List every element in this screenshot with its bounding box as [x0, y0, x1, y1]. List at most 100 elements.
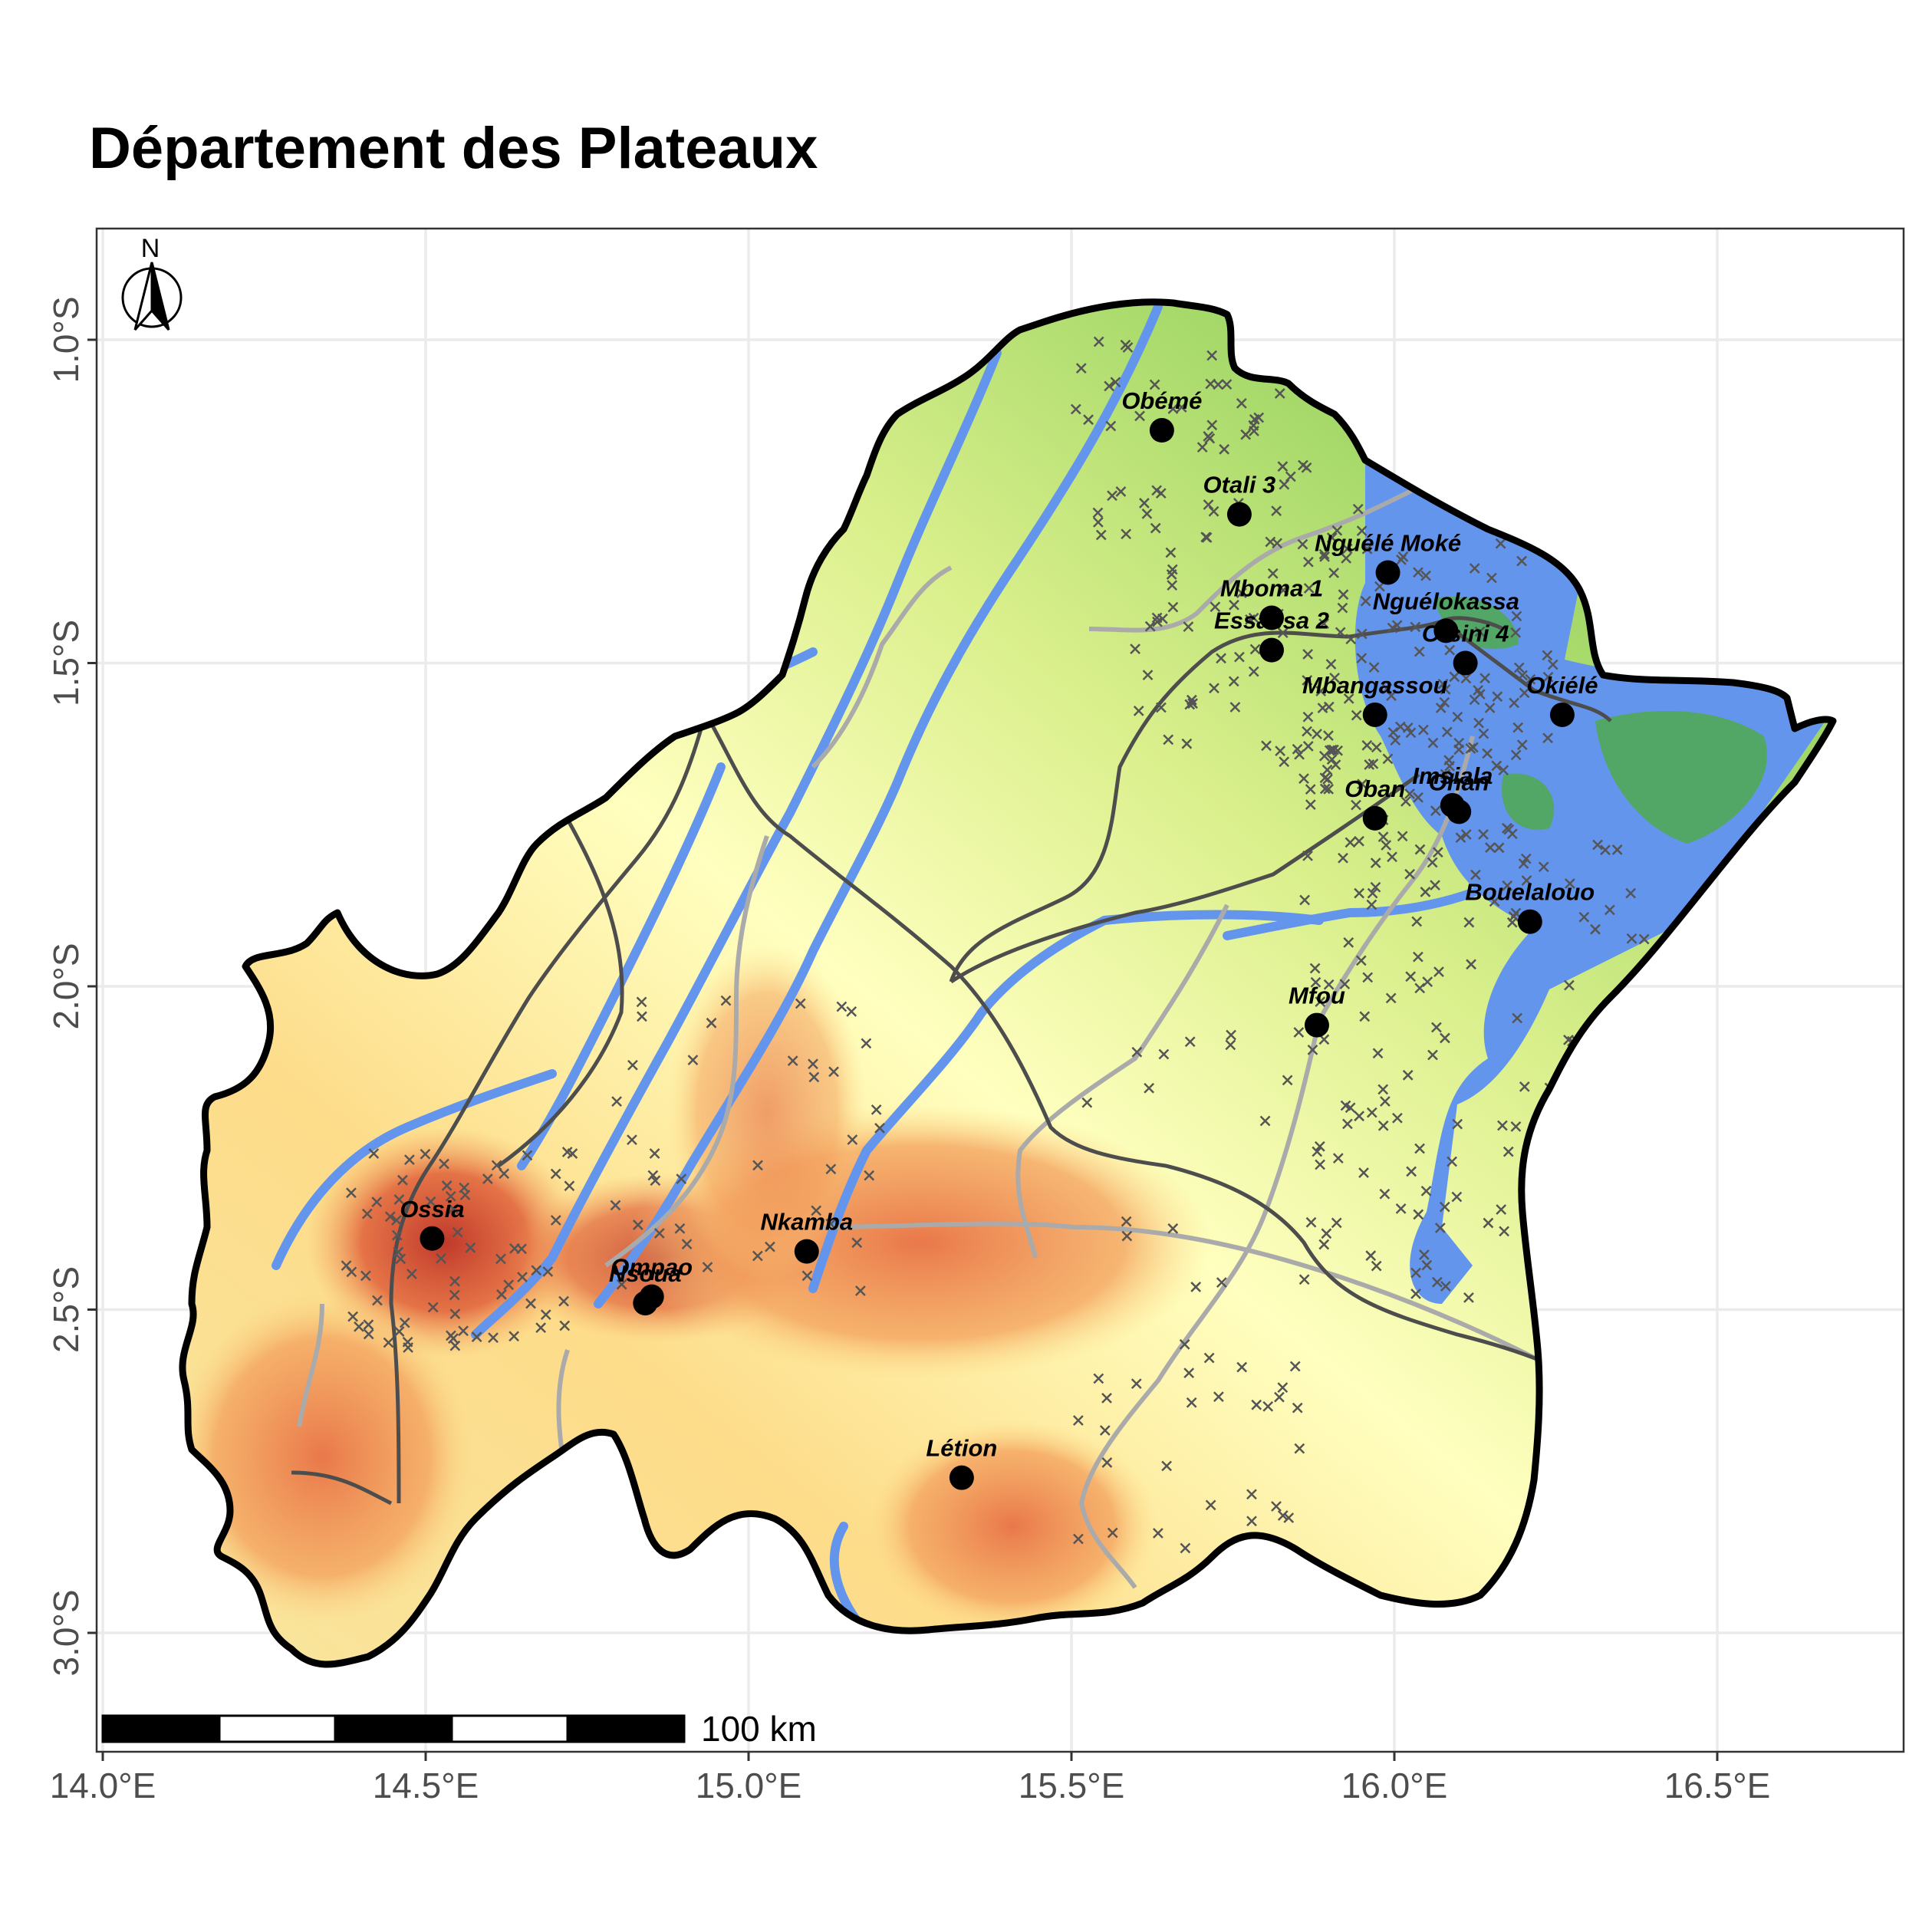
- town-marker: [420, 1226, 445, 1251]
- sample-marker: [1292, 743, 1303, 755]
- sample-marker: [1502, 1146, 1514, 1157]
- sample-marker: [1512, 1012, 1523, 1024]
- sample-marker: [752, 1160, 763, 1171]
- sample-marker: [1492, 691, 1503, 703]
- sample-marker: [1302, 711, 1314, 722]
- sample-marker: [1341, 553, 1352, 564]
- sample-marker: [1180, 1542, 1191, 1554]
- sample-marker: [1105, 420, 1117, 432]
- sample-marker: [406, 1269, 417, 1279]
- sample-marker: [1440, 769, 1451, 780]
- sample-marker: [1366, 899, 1377, 910]
- town-marker: [1149, 418, 1174, 443]
- sample-marker: [1600, 844, 1611, 856]
- sample-marker: [448, 1203, 459, 1214]
- sample-marker: [1338, 852, 1348, 864]
- sample-marker: [1352, 503, 1364, 515]
- sample-marker: [1449, 671, 1460, 683]
- sample-marker: [459, 1182, 470, 1193]
- sample-marker: [1196, 442, 1208, 453]
- sample-marker: [616, 1279, 627, 1290]
- roads-major: [291, 616, 1612, 1506]
- sample-marker: [627, 1059, 638, 1071]
- sample-marker: [1279, 756, 1290, 768]
- sample-marker: [1165, 547, 1177, 558]
- sample-marker: [1142, 670, 1154, 681]
- sample-marker: [1236, 587, 1247, 598]
- sample-marker: [1430, 880, 1440, 890]
- sample-marker: [851, 1237, 863, 1249]
- sample-marker: [1414, 646, 1425, 657]
- sample-marker: [441, 1180, 453, 1191]
- sample-marker: [1151, 612, 1163, 624]
- sample-marker: [1075, 363, 1087, 374]
- sample-marker: [425, 1196, 436, 1207]
- sample-marker: [1277, 627, 1289, 639]
- sample-marker: [1491, 760, 1502, 772]
- scale-segment-4: [450, 1714, 569, 1743]
- sample-marker: [1478, 829, 1489, 840]
- sample-marker: [1542, 671, 1554, 683]
- sample-marker: [1133, 706, 1144, 716]
- sample-marker: [611, 1096, 622, 1107]
- y-tick-label: 1.5°S: [46, 620, 86, 706]
- sample-marker: [1070, 403, 1081, 415]
- sample-marker: [1167, 601, 1179, 613]
- north-arrow-right-half: [150, 262, 170, 331]
- town-marker: [1259, 637, 1285, 663]
- scale-segment-3: [334, 1714, 453, 1743]
- sample-marker: [1474, 626, 1486, 637]
- sample-marker: [1444, 761, 1455, 772]
- sample-marker: [1293, 1027, 1305, 1038]
- sample-marker: [1203, 1352, 1215, 1364]
- sample-marker: [1328, 744, 1339, 755]
- sample-marker: [1470, 869, 1481, 880]
- sample-marker: [1420, 887, 1431, 897]
- north-arrow: N: [121, 234, 183, 331]
- sample-marker: [1542, 650, 1553, 661]
- sample-marker: [1469, 563, 1480, 574]
- sample-marker: [846, 1005, 857, 1017]
- sample-marker: [1396, 554, 1407, 565]
- sample-marker: [808, 1071, 820, 1083]
- scale-label: 100 km: [701, 1709, 817, 1749]
- sample-marker: [1455, 832, 1466, 844]
- sample-marker: [471, 1331, 482, 1343]
- x-tick-label: 14.0°E: [50, 1766, 156, 1805]
- sample-marker: [1590, 923, 1601, 935]
- sample-marker: [1382, 753, 1394, 765]
- panel-border: [95, 227, 1905, 1753]
- sample-marker: [1463, 1292, 1474, 1303]
- sample-marker: [1421, 1259, 1433, 1271]
- sample-marker: [1518, 858, 1529, 869]
- sample-marker: [1437, 678, 1449, 690]
- sample-marker: [1131, 1046, 1143, 1058]
- sample-marker: [1302, 741, 1314, 752]
- town-marker: [1226, 502, 1252, 527]
- town-marker: [633, 1291, 658, 1316]
- sample-marker: [420, 1148, 431, 1160]
- sample-marker: [361, 1208, 373, 1219]
- sample-marker: [1156, 702, 1167, 713]
- sample-marker: [1611, 844, 1623, 855]
- sample-marker: [1439, 1201, 1450, 1213]
- town-label: Ossia: [400, 1196, 464, 1223]
- sample-marker: [347, 1311, 358, 1322]
- sample-marker: [1134, 410, 1145, 422]
- sample-marker: [1440, 1032, 1450, 1044]
- town-label: Obémé: [1121, 387, 1202, 414]
- sample-marker: [393, 1194, 405, 1205]
- sample-marker: [1144, 1082, 1155, 1094]
- sample-marker: [1073, 1533, 1084, 1545]
- town-label: Nkamba: [760, 1209, 853, 1236]
- x-tick-label: 14.5°E: [373, 1766, 479, 1805]
- town-label: Ompao: [611, 1254, 693, 1281]
- sample-marker: [1343, 937, 1354, 948]
- town-label: Nguélé Moké: [1315, 529, 1461, 556]
- sample-marker: [1356, 628, 1368, 640]
- sample-marker: [1167, 403, 1179, 414]
- sample-marker: [1158, 1048, 1170, 1060]
- sample-marker: [1368, 758, 1379, 769]
- sample-marker: [1509, 697, 1520, 709]
- sample-marker: [1468, 742, 1479, 753]
